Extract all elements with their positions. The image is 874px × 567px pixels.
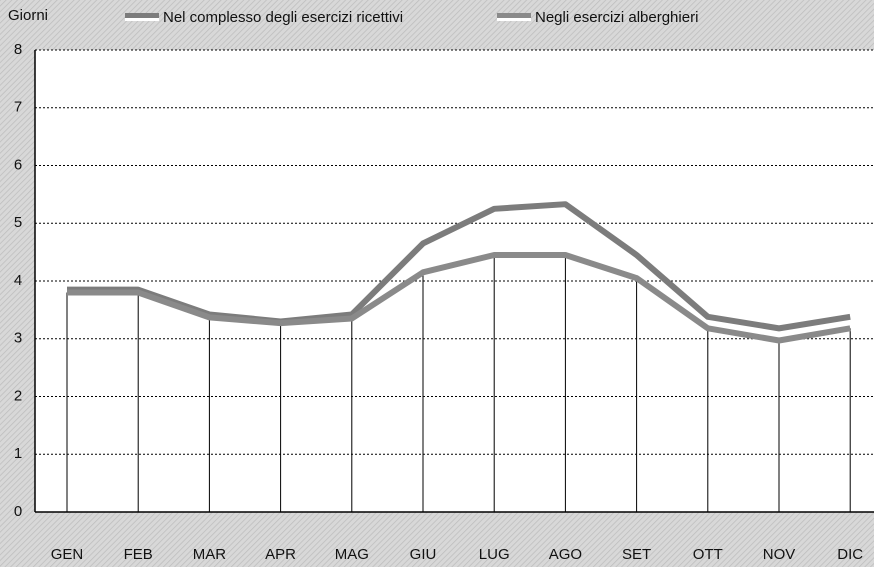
y-tick-label: 7 [14,99,22,116]
legend-label: Negli esercizi alberghieri [535,9,698,26]
y-tick-label: 8 [14,41,22,58]
legend-label: Nel complesso degli esercizi ricettivi [163,9,403,26]
y-axis-label: Giorni [8,7,48,24]
y-tick-label: 0 [14,503,22,520]
y-tick-label: 4 [14,272,22,289]
y-tick-label: 1 [14,445,22,462]
legend-swatch-highlight [497,18,531,21]
legend-swatch [125,13,159,18]
x-tick-label: MAG [335,546,369,563]
legend-swatch [497,13,531,18]
y-tick-label: 6 [14,156,22,173]
x-tick-label: FEB [124,546,153,563]
series-line [67,252,851,344]
y-tick-label: 3 [14,330,22,347]
x-tick-label: SET [622,546,651,563]
legend-swatch-highlight [125,18,159,21]
x-tick-label: GIU [410,546,437,563]
x-tick-label: AGO [549,546,582,563]
x-tick-label: GEN [51,546,84,563]
x-tick-label: OTT [693,546,723,563]
x-tick-label: NOV [763,546,796,563]
y-tick-label: 5 [14,214,22,231]
plot-area [35,50,874,512]
y-tick-label: 2 [14,387,22,404]
x-tick-label: LUG [479,546,510,563]
x-tick-label: APR [265,546,296,563]
x-tick-label: MAR [193,546,227,563]
x-tick-label: DIC [837,546,863,563]
